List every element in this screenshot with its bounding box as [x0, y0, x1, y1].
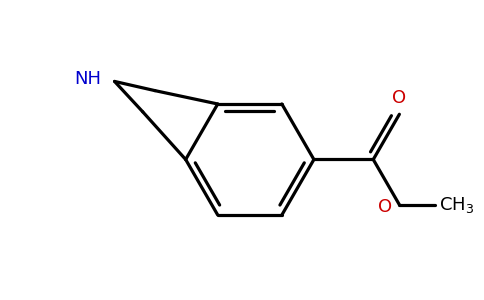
- Text: O: O: [393, 89, 407, 107]
- Text: CH$_3$: CH$_3$: [439, 195, 474, 215]
- Text: O: O: [378, 198, 392, 216]
- Text: NH: NH: [74, 70, 101, 88]
